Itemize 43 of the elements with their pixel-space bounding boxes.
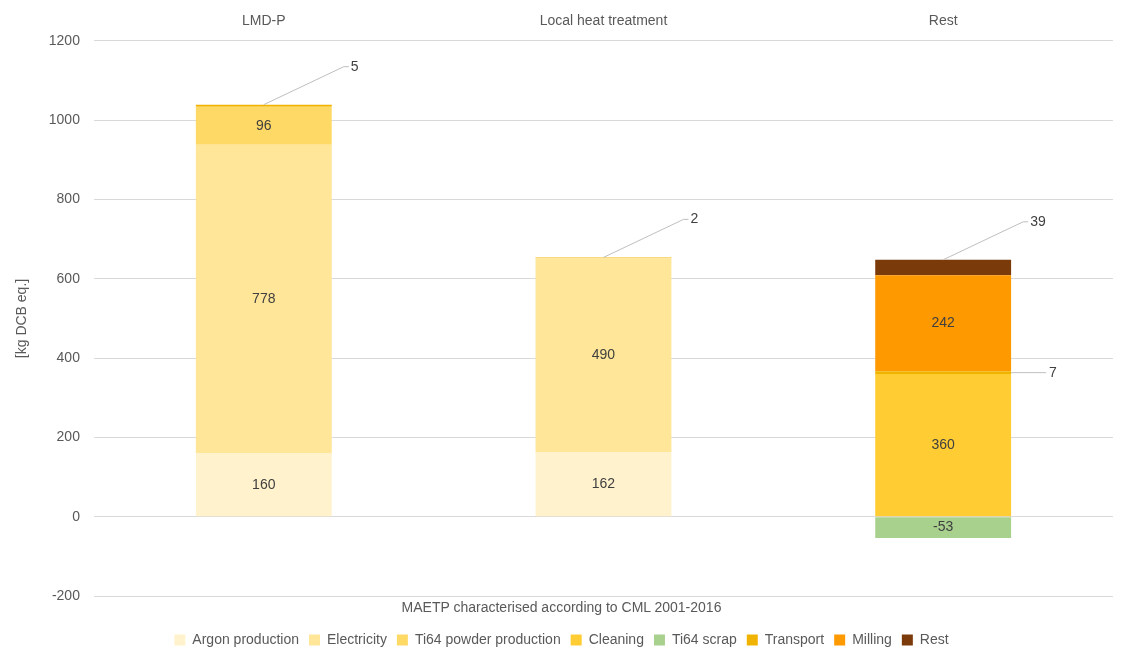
bar [535, 452, 672, 517]
x-tick-label: Rest [928, 12, 958, 29]
bar [875, 259, 1012, 276]
bar [875, 374, 1012, 517]
data-label: 39 [1030, 212, 1046, 229]
x-axis-title: MAETP characterised according to CML 2001-2016 [401, 599, 722, 616]
legend-label: Cleaning [588, 630, 644, 647]
bar [195, 106, 332, 145]
y-tick-label: 1200 [48, 31, 81, 48]
legend-label: Rest [919, 630, 949, 647]
legend-label: Argon production [192, 630, 300, 647]
data-label: 162 [591, 475, 616, 492]
y-tick-label: 1000 [48, 111, 81, 127]
legend-label: Electricity [326, 630, 387, 647]
data-label: -53 [933, 518, 954, 535]
y-tick-label: 0 [72, 507, 81, 524]
data-label: 7 [1049, 363, 1058, 380]
bar [195, 144, 332, 454]
y-tick-label: 800 [56, 190, 81, 207]
bar [875, 517, 1012, 538]
x-tick-label: LMD-P [242, 12, 286, 29]
data-label: 778 [252, 289, 276, 306]
data-label: 5 [350, 57, 359, 74]
legend-label: Milling [852, 630, 892, 647]
data-label: 96 [256, 116, 272, 133]
bar [195, 453, 332, 517]
x-tick-label: Local heat treatment [539, 12, 668, 29]
bar [875, 275, 1012, 372]
data-label: 360 [931, 436, 956, 453]
legend-label: Ti64 scrap [671, 630, 737, 647]
bar [535, 258, 672, 453]
data-label: 242 [931, 314, 956, 331]
data-label: 490 [591, 346, 616, 363]
y-tick-label: 400 [56, 349, 81, 366]
data-label: 160 [252, 475, 276, 492]
legend-label: Transport [764, 630, 825, 647]
y-tick-label: -200 [51, 587, 81, 604]
y-tick-label: 600 [56, 269, 81, 286]
legend-label: Ti64 powder production [414, 630, 561, 647]
y-axis-title: [kg DCB eq.] [13, 278, 30, 359]
data-label: 2 [690, 210, 699, 227]
bar [875, 371, 1012, 375]
y-tick-label: 200 [56, 428, 81, 445]
